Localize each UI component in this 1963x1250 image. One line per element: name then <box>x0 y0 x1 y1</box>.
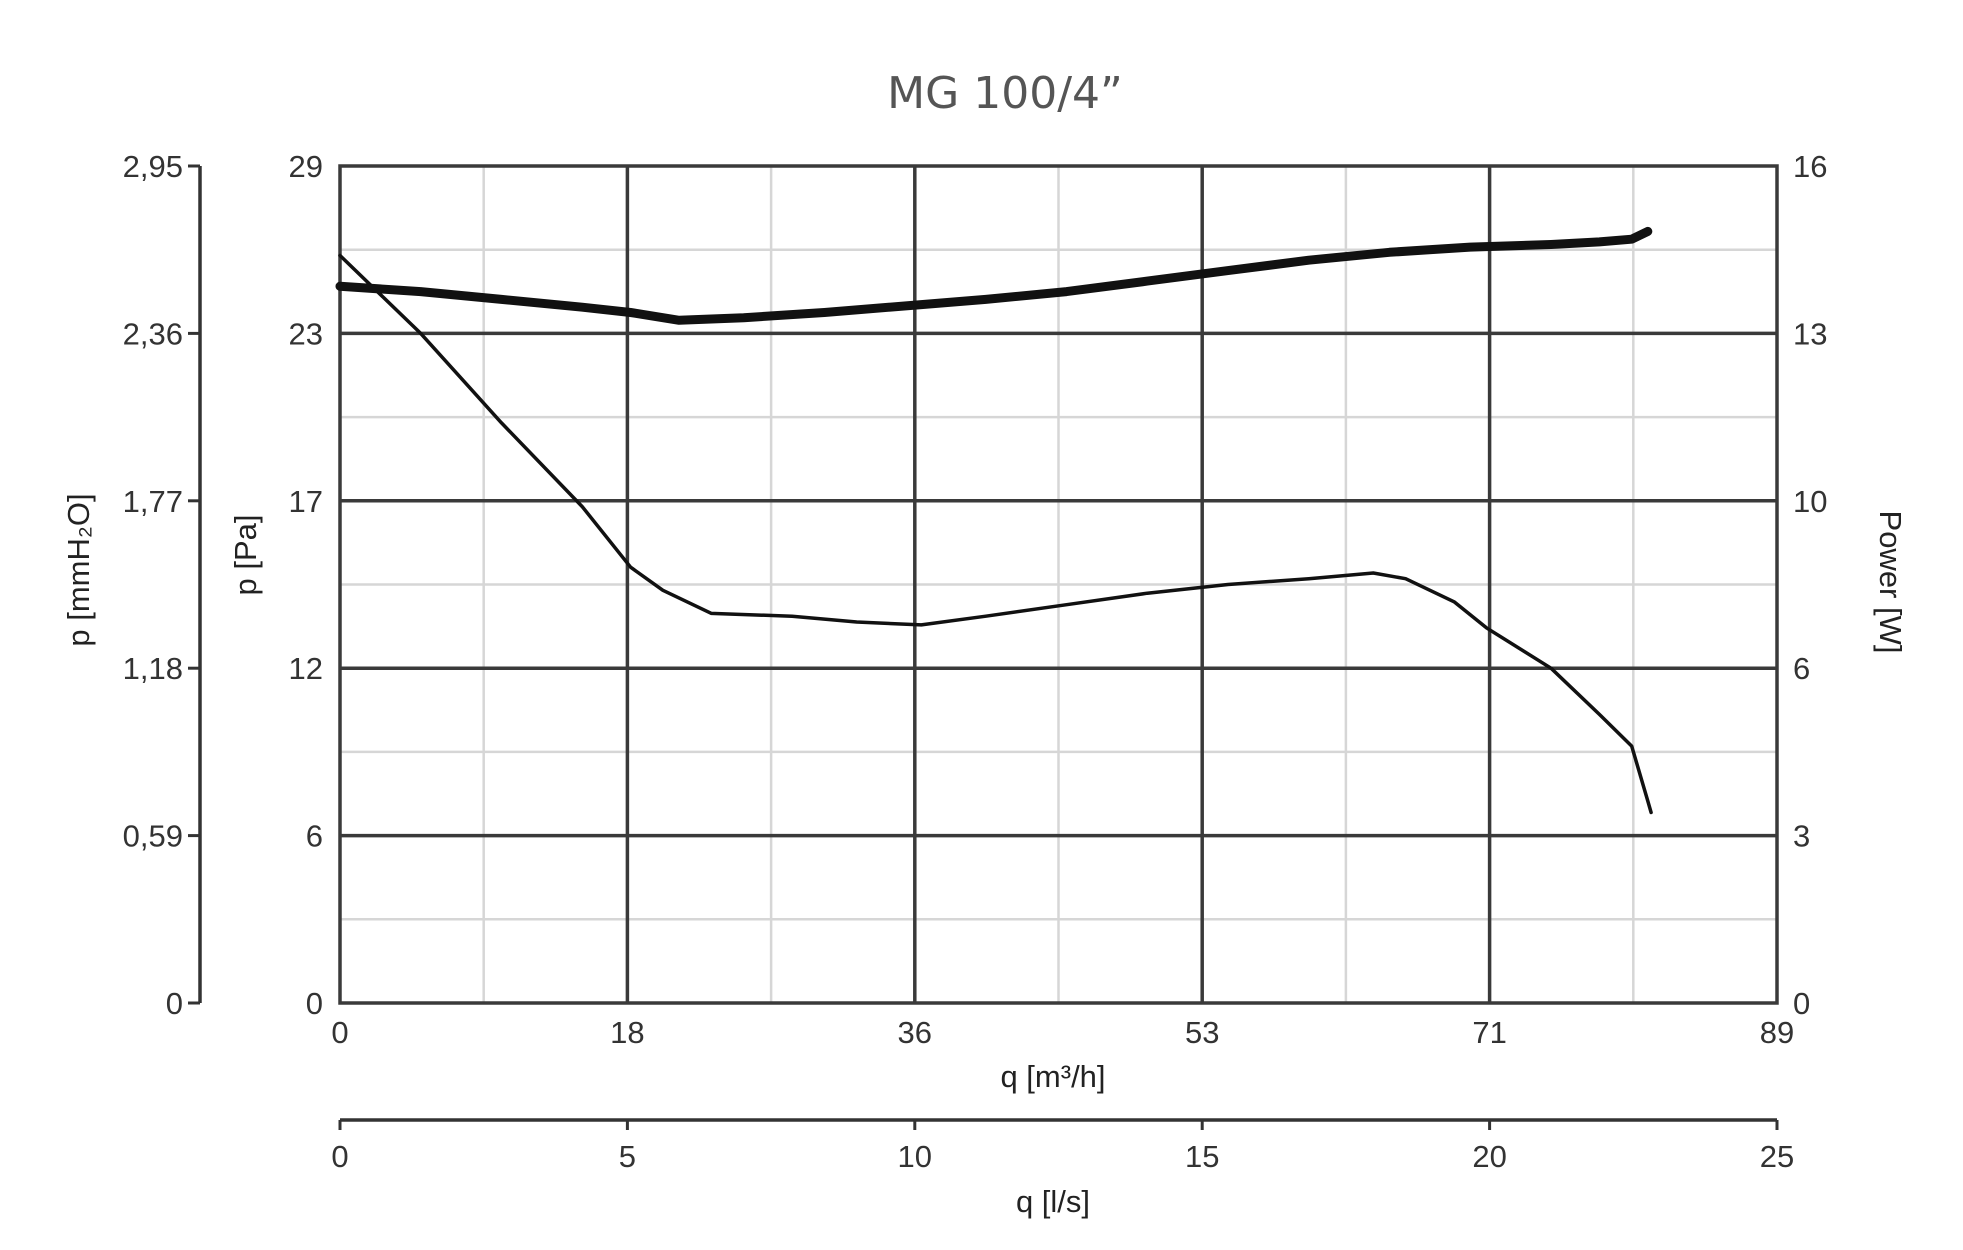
pressure-curve <box>338 253 1653 815</box>
y-power-tick-label: 13 <box>1793 316 1827 351</box>
axes: 0 18 36 53 71 890 5 10 15 20 25061217232900,591,18… <box>123 149 1828 1174</box>
x-tick-label: 18 <box>610 1015 644 1050</box>
plot-border <box>338 164 1779 1005</box>
x-tick-label: 71 <box>1472 1015 1506 1050</box>
y-power-tick-label: 16 <box>1793 149 1827 184</box>
x2-tick-label: 10 <box>898 1139 932 1174</box>
y-pa-tick-label: 6 <box>306 819 323 854</box>
x-tick-label: 53 <box>1185 1015 1219 1050</box>
y-power-tick-label: 0 <box>1793 986 1810 1021</box>
x2-tick-label: 25 <box>1760 1139 1794 1174</box>
x-axis-label-ls: q [l/s] <box>1016 1184 1090 1219</box>
y-pa-tick-label: 29 <box>289 149 323 184</box>
x2-tick-label: 15 <box>1185 1139 1219 1174</box>
x-tick-label: 0 <box>331 1015 348 1050</box>
y-axis-label-mmh2o: p [mmH₂O] <box>61 493 96 646</box>
y-power-tick-label: 6 <box>1793 651 1810 686</box>
y-pa-tick-label: 12 <box>289 651 323 686</box>
series-layer <box>335 226 1653 815</box>
minor-gridlines <box>340 166 1777 1003</box>
y-power-tick-label: 3 <box>1793 819 1810 854</box>
y-pa-tick-label: 17 <box>289 484 323 519</box>
x2-tick-label: 5 <box>619 1139 636 1174</box>
x-axis-label-m3h: q [m³/h] <box>1000 1059 1105 1094</box>
y-power-tick-label: 10 <box>1793 484 1827 519</box>
y-mmh2o-tick-label: 0,59 <box>123 819 183 854</box>
plot-frame <box>338 164 1779 1005</box>
y-mmh2o-tick-label: 1,77 <box>123 484 183 519</box>
x-tick-label: 89 <box>1760 1015 1794 1050</box>
y-mmh2o-tick-label: 2,95 <box>123 149 183 184</box>
x2-tick-label: 0 <box>331 1139 348 1174</box>
major-gridlines <box>340 166 1777 1003</box>
x2-tick-label: 20 <box>1472 1139 1506 1174</box>
y-mmh2o-tick-label: 2,36 <box>123 316 183 351</box>
y-mmh2o-tick-label: 1,18 <box>123 651 183 686</box>
y-pa-tick-label: 23 <box>289 316 323 351</box>
power-curve <box>335 226 1653 325</box>
y-mmh2o-tick-label: 0 <box>166 986 183 1021</box>
y-pa-tick-label: 0 <box>306 986 323 1021</box>
y-axis-label-pa: p [Pa] <box>228 515 263 596</box>
chart-title: MG 100/4” <box>887 68 1123 119</box>
y-axis-label-power: Power [W] <box>1873 511 1908 654</box>
x-tick-label: 36 <box>898 1015 932 1050</box>
